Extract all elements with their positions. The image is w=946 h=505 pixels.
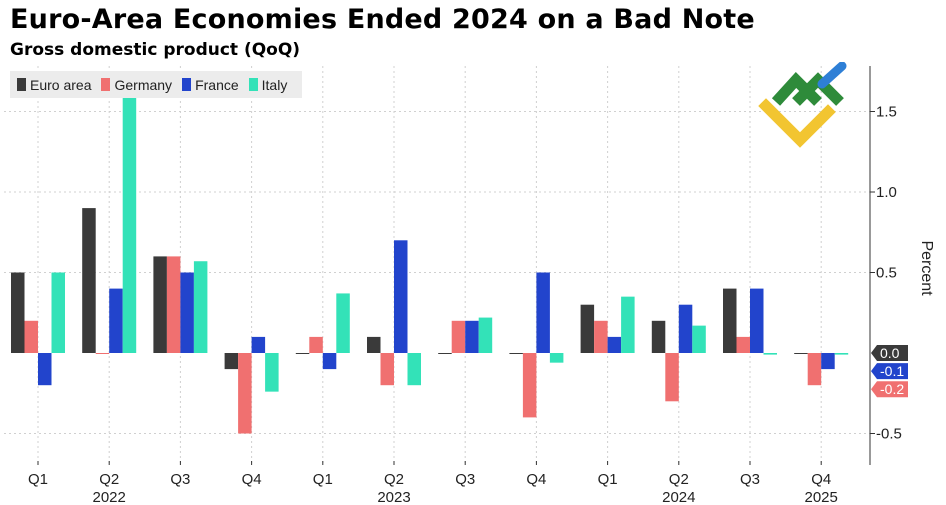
bar-germany-6 xyxy=(451,320,466,353)
bar-euro-area-8 xyxy=(580,304,595,353)
bar-france-3 xyxy=(251,336,266,353)
bar-germany-11 xyxy=(807,353,822,386)
bar-italy-11 xyxy=(834,353,849,355)
end-label-box-france xyxy=(871,363,908,380)
bar-italy-2 xyxy=(193,261,208,353)
bar-germany-7 xyxy=(522,353,537,418)
bar-italy-0 xyxy=(51,272,65,353)
legend-swatch-italy xyxy=(248,78,258,91)
y-tick-label-2: 0.5 xyxy=(876,265,897,282)
bar-germany-8 xyxy=(594,320,608,353)
bar-euro-area-6 xyxy=(438,353,452,354)
bar-germany-0 xyxy=(24,320,38,353)
x-tick-label-10: Q3 xyxy=(740,471,760,488)
legend-item-france: France xyxy=(182,77,239,93)
bar-italy-7 xyxy=(549,353,564,363)
bar-germany-9 xyxy=(665,353,679,402)
year-label-2022: 2022 xyxy=(93,489,126,505)
bar-euro-area-4 xyxy=(295,353,310,354)
bar-euro-area-7 xyxy=(509,353,523,354)
legend-item-italy: Italy xyxy=(248,76,288,93)
x-tick-label-6: Q3 xyxy=(455,471,475,488)
end-label-germany: -0.2 xyxy=(880,381,904,397)
bar-euro-area-5 xyxy=(367,336,381,353)
bar-germany-5 xyxy=(380,353,394,386)
legend: Euro area Germany France Italy xyxy=(10,71,302,98)
year-label-2023: 2023 xyxy=(377,489,410,505)
bar-germany-3 xyxy=(238,353,252,434)
legend-label-france: France xyxy=(195,76,239,93)
x-tick-label-0: Q1 xyxy=(28,471,48,488)
bar-france-1 xyxy=(109,288,123,353)
bar-italy-3 xyxy=(265,353,279,392)
bar-italy-1 xyxy=(122,95,137,354)
bar-euro-area-0 xyxy=(11,272,25,353)
legend-item-germany: Germany xyxy=(101,77,172,93)
bar-germany-4 xyxy=(309,336,323,353)
y-tick-label-0: 1.5 xyxy=(876,104,897,121)
bar-euro-area-3 xyxy=(224,353,239,370)
legend-item-euro-area: Euro area xyxy=(17,77,91,93)
x-tick-label-8: Q1 xyxy=(598,471,618,488)
x-tick-label-4: Q1 xyxy=(313,471,333,488)
bar-france-11 xyxy=(821,353,835,370)
bar-germany-1 xyxy=(95,353,110,354)
end-label-france: -0.1 xyxy=(880,363,904,379)
legend-label-euro-area: Euro area xyxy=(30,76,92,93)
year-label-2024: 2024 xyxy=(662,489,695,505)
bar-france-4 xyxy=(322,353,337,370)
bar-euro-area-10 xyxy=(723,288,737,353)
bar-euro-area-1 xyxy=(82,208,96,353)
x-tick-label-11: Q4 xyxy=(811,471,831,488)
bar-germany-10 xyxy=(736,336,750,353)
legend-swatch-france xyxy=(182,78,192,91)
bar-germany-2 xyxy=(166,256,181,353)
chart-subtitle: Gross domestic product (QoQ) xyxy=(10,40,301,60)
legend-label-italy: Italy xyxy=(261,76,288,93)
x-tick-label-7: Q4 xyxy=(526,471,546,488)
x-tick-label-5: Q2 xyxy=(384,471,404,488)
x-tick-label-2: Q3 xyxy=(170,471,190,488)
bar-italy-10 xyxy=(763,353,777,355)
x-tick-label-1: Q2 xyxy=(99,471,119,488)
bar-italy-5 xyxy=(407,353,421,386)
y-tick-label-1: 1.0 xyxy=(876,184,897,201)
year-label-2025: 2025 xyxy=(805,489,838,505)
bar-france-2 xyxy=(180,272,194,353)
bar-france-5 xyxy=(394,240,408,353)
bar-italy-9 xyxy=(692,325,706,353)
bar-euro-area-2 xyxy=(153,256,167,353)
y-tick-label-3: -0.5 xyxy=(876,426,902,443)
bar-france-0 xyxy=(38,353,52,386)
end-label-box-germany xyxy=(871,381,908,398)
legend-label-germany: Germany xyxy=(114,76,173,93)
y-axis-title: Percent xyxy=(918,240,935,296)
bar-italy-8 xyxy=(621,296,635,353)
bar-france-10 xyxy=(750,288,764,353)
x-tick-label-9: Q2 xyxy=(669,471,689,488)
end-label-euro-area: 0.0 xyxy=(880,345,900,361)
brand-logo-icon xyxy=(758,62,847,148)
bar-france-6 xyxy=(465,320,479,353)
bar-france-9 xyxy=(678,304,693,353)
bar-italy-4 xyxy=(336,293,350,353)
bar-euro-area-9 xyxy=(651,320,666,353)
bar-france-7 xyxy=(536,272,550,353)
bar-euro-area-11 xyxy=(794,353,808,354)
chart-title: Euro-Area Economies Ended 2024 on a Bad … xyxy=(10,4,755,35)
legend-swatch-euro-area xyxy=(17,78,26,91)
bar-italy-6 xyxy=(478,317,493,353)
legend-swatch-germany xyxy=(101,78,111,91)
bar-france-8 xyxy=(607,336,622,353)
end-label-box-euro-area xyxy=(871,345,908,361)
x-tick-label-3: Q4 xyxy=(242,471,262,488)
